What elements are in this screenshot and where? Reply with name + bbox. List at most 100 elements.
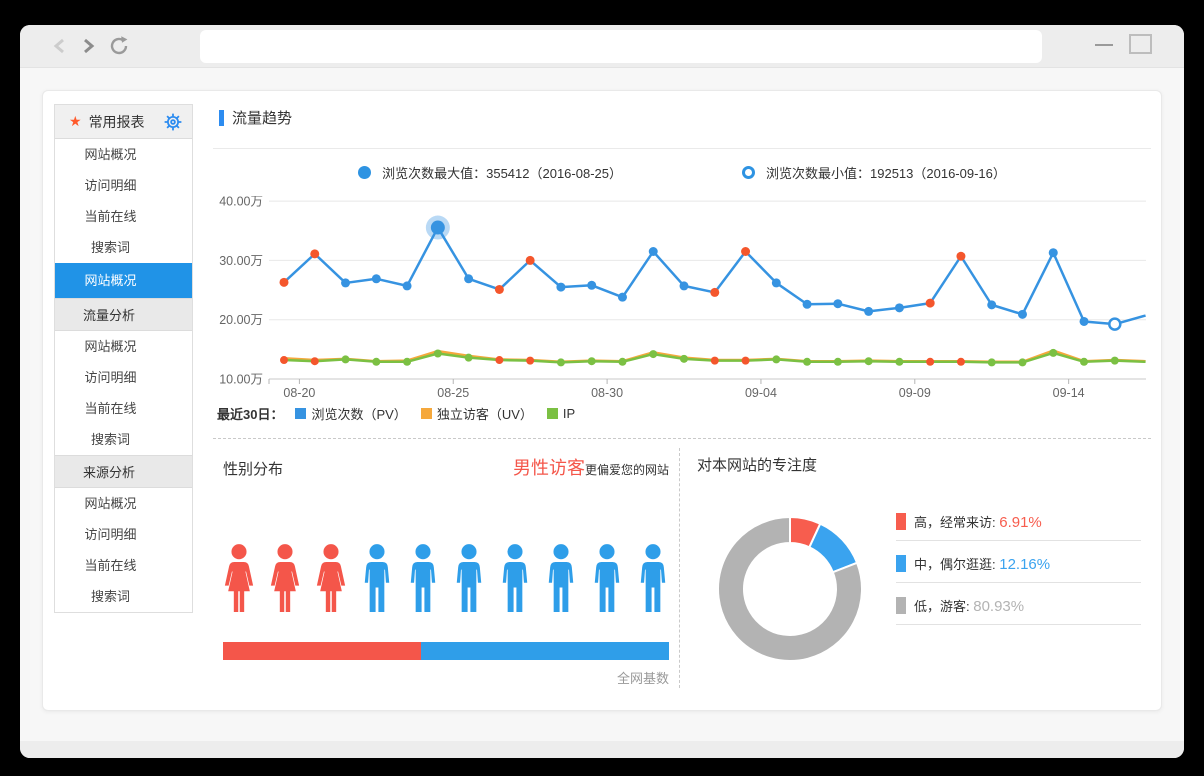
focus-legend-value: 6.91% bbox=[999, 514, 1042, 531]
svg-text:09-14: 09-14 bbox=[1053, 386, 1085, 400]
series-color-swatch bbox=[420, 408, 432, 419]
focus-legend-label: 高，经常来访: 6.91% bbox=[914, 514, 1042, 531]
sidebar-item[interactable]: 搜索词 bbox=[55, 232, 192, 263]
sidebar-item[interactable]: 搜索词 bbox=[55, 581, 192, 612]
female-person-icon bbox=[316, 544, 346, 612]
forward-icon bbox=[84, 38, 95, 54]
sidebar: ★ 常用报表 网站概况 访问明细 当前在线 搜索词 网站概况流 bbox=[54, 104, 193, 613]
trend-title: 流量趋势 bbox=[232, 110, 293, 127]
male-person-icon bbox=[364, 544, 390, 612]
max-legend-label: 浏览次数最大值：355412（2016-08-25） bbox=[382, 166, 622, 181]
maximize-button[interactable] bbox=[1129, 34, 1152, 54]
hollow-dot-icon bbox=[742, 166, 755, 179]
max-legend-item[interactable]: 浏览次数最大值：355412（2016-08-25） bbox=[358, 163, 622, 182]
trend-header: 流量趋势 bbox=[219, 107, 292, 128]
male-person-icon bbox=[410, 544, 436, 612]
sidebar-item[interactable]: 访问明细 bbox=[55, 170, 192, 201]
sidebar-item[interactable]: 访问明细 bbox=[55, 362, 192, 393]
sidebar-item[interactable]: 搜索词 bbox=[55, 424, 192, 455]
sidebar-item[interactable]: 当前在线 bbox=[55, 550, 192, 581]
svg-text:10.00万: 10.00万 bbox=[219, 373, 263, 387]
series-name: 浏览次数（PV） bbox=[311, 407, 407, 422]
sidebar-section-header: 流量分析 bbox=[55, 298, 192, 331]
sidebar-item[interactable]: 当前在线 bbox=[55, 201, 192, 232]
main-content: 流量趋势 浏览次数最大值：355412（2016-08-25） 浏览次数最小值：… bbox=[213, 91, 1151, 691]
sidebar-menu: 网站概况 访问明细 当前在线 搜索词 网站概况 流量分析 网站概况 访问明细 当前在线 搜索词 来源… bbox=[55, 139, 192, 612]
title-separator bbox=[213, 148, 1151, 149]
focus-color-swatch bbox=[896, 555, 906, 572]
star-icon: ★ bbox=[69, 113, 82, 129]
content-card: ★ 常用报表 网站概况 访问明细 当前在线 搜索词 网站概况流 bbox=[42, 90, 1162, 711]
reload-icon bbox=[110, 36, 128, 55]
gender-title: 性别分布 bbox=[223, 461, 284, 478]
browser-window: ★ 常用报表 网站概况 访问明细 当前在线 搜索词 网站概况流 bbox=[20, 25, 1184, 758]
male-person-icon bbox=[456, 544, 482, 612]
svg-text:08-20: 08-20 bbox=[283, 386, 315, 400]
male-person-icon bbox=[548, 544, 574, 612]
series-name: IP bbox=[562, 406, 576, 421]
title-marker bbox=[219, 109, 224, 126]
browser-chrome bbox=[20, 25, 1184, 68]
gender-panel: 性别分布 男性访客更偏爱您的网站 全网基数 bbox=[223, 438, 669, 691]
gender-baseline-label: 全网基数 bbox=[616, 671, 669, 686]
female-bar-segment bbox=[223, 642, 422, 660]
focus-legend-label: 低，游客: 80.93% bbox=[914, 598, 1025, 615]
sidebar-item[interactable]: 当前在线 bbox=[55, 393, 192, 424]
vertical-dashed-divider bbox=[679, 448, 680, 688]
series-color-swatch bbox=[295, 408, 307, 419]
male-person-icon bbox=[594, 544, 620, 612]
svg-text:40.00万: 40.00万 bbox=[219, 196, 263, 209]
focus-legend-label: 中，偶尔逛逛: 12.16% bbox=[914, 556, 1051, 573]
svg-text:08-30: 08-30 bbox=[591, 386, 623, 400]
series-legend-item[interactable]: 独立访客（UV） bbox=[420, 404, 533, 423]
back-icon bbox=[53, 38, 64, 54]
svg-text:09-04: 09-04 bbox=[745, 386, 777, 400]
forward-button[interactable] bbox=[76, 34, 100, 58]
female-person-icon bbox=[270, 544, 300, 612]
focus-color-swatch bbox=[896, 597, 906, 614]
series-legend-item[interactable]: 浏览次数（PV） bbox=[295, 404, 407, 423]
svg-text:08-25: 08-25 bbox=[437, 386, 469, 400]
trend-chart[interactable]: 40.00万 30.00万 20.00万 10.00万 08-20 08-25 08-30 0… bbox=[213, 196, 1151, 401]
gender-pictograph bbox=[223, 543, 669, 615]
address-bar[interactable] bbox=[200, 30, 1042, 63]
reload-button[interactable] bbox=[108, 34, 132, 58]
focus-legend-item: 低，游客: 80.93% bbox=[896, 596, 1141, 625]
focus-legend-value: 80.93% bbox=[973, 598, 1025, 615]
sidebar-item[interactable]: 网站概况 bbox=[55, 263, 192, 298]
sidebar-section-header: 来源分析 bbox=[55, 455, 192, 488]
filled-dot-icon bbox=[358, 166, 372, 179]
min-legend-item[interactable]: 浏览次数最小值：192513（2016-09-16） bbox=[742, 163, 1006, 182]
focus-legend: 高，经常来访: 6.91% 中，偶尔逛逛: 12.16% 低，游客: 80.93% bbox=[896, 512, 1141, 638]
gender-note-rest: 更偏爱您的网站 bbox=[584, 463, 669, 477]
focus-legend-item: 高，经常来访: 6.91% bbox=[896, 512, 1141, 541]
sidebar-item[interactable]: 网站概况 bbox=[55, 331, 192, 362]
focus-panel: 对本网站的专注度 高，经常来访: 6.91% 中，偶尔逛逛: 12.16% 低，游客… bbox=[697, 438, 1151, 691]
settings-gear-icon[interactable] bbox=[164, 113, 182, 131]
series-legend: 最近30日： 浏览次数（PV） 独立访客（UV） IP bbox=[217, 404, 575, 423]
back-button[interactable] bbox=[48, 34, 72, 58]
focus-title: 对本网站的专注度 bbox=[697, 457, 818, 474]
male-person-icon bbox=[640, 544, 666, 612]
series-color-swatch bbox=[546, 408, 558, 419]
gender-note-highlight: 男性访客 bbox=[512, 458, 585, 478]
sidebar-item[interactable]: 网站概况 bbox=[55, 488, 192, 519]
series-legend-items: 浏览次数（PV） 独立访客（UV） IP bbox=[295, 404, 575, 423]
svg-text:30.00万: 30.00万 bbox=[219, 254, 263, 268]
svg-text:09-09: 09-09 bbox=[899, 386, 931, 400]
male-bar-segment bbox=[421, 642, 669, 660]
trend-extrema-legend: 浏览次数最大值：355412（2016-08-25） 浏览次数最小值：19251… bbox=[213, 163, 1151, 182]
male-person-icon bbox=[502, 544, 528, 612]
sidebar-item[interactable]: 访问明细 bbox=[55, 519, 192, 550]
focus-legend-item: 中，偶尔逛逛: 12.16% bbox=[896, 554, 1141, 583]
sidebar-header-label: 常用报表 bbox=[88, 113, 145, 130]
sidebar-item[interactable]: 网站概况 bbox=[55, 139, 192, 170]
min-legend-label: 浏览次数最小值：192513（2016-09-16） bbox=[766, 166, 1006, 181]
series-legend-item[interactable]: IP bbox=[546, 404, 576, 423]
minimize-button[interactable] bbox=[1095, 44, 1113, 46]
svg-text:20.00万: 20.00万 bbox=[219, 313, 263, 327]
series-name: 独立访客（UV） bbox=[436, 407, 533, 422]
focus-donut-chart[interactable] bbox=[705, 504, 875, 674]
focus-color-swatch bbox=[896, 513, 906, 530]
gender-ratio-bar bbox=[223, 642, 669, 660]
